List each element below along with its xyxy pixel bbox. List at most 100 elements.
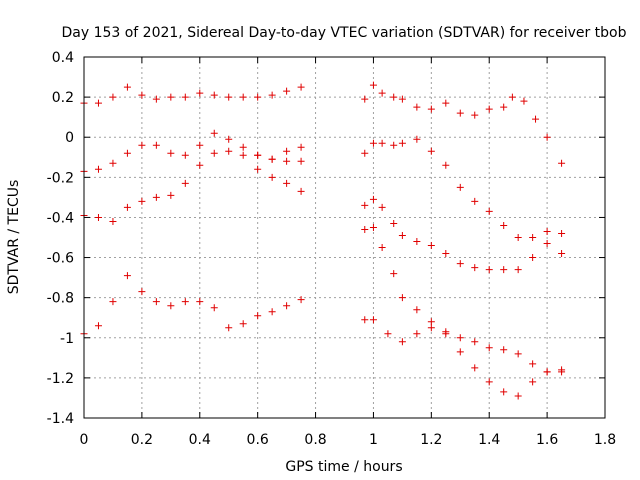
data-point (196, 298, 204, 306)
data-point (485, 378, 493, 386)
data-point (196, 141, 204, 149)
data-point (210, 149, 218, 157)
series-track-5 (254, 165, 566, 376)
data-point (413, 330, 421, 338)
data-point (427, 147, 435, 155)
data-point (500, 388, 508, 396)
data-point (471, 338, 479, 346)
data-point (94, 99, 102, 107)
data-point (123, 272, 131, 280)
data-point (225, 147, 233, 155)
data-point (500, 346, 508, 354)
data-point (500, 221, 508, 229)
data-points (80, 81, 566, 400)
chart-title: Day 153 of 2021, Sidereal Day-to-day VTE… (61, 25, 626, 41)
data-point (283, 179, 291, 187)
data-point (361, 316, 369, 324)
data-point (369, 139, 377, 147)
data-point (413, 306, 421, 314)
y-tick-label: -1 (60, 331, 74, 347)
x-tick-label: 1.8 (594, 432, 616, 448)
data-point (369, 195, 377, 203)
data-point (283, 302, 291, 310)
data-point (456, 260, 464, 268)
data-point (413, 238, 421, 246)
data-point (390, 141, 398, 149)
data-point (543, 227, 551, 235)
data-point (456, 109, 464, 117)
data-point (123, 83, 131, 91)
data-point (471, 111, 479, 119)
data-point (456, 334, 464, 342)
data-point (558, 229, 566, 237)
data-point (413, 135, 421, 143)
data-point (123, 149, 131, 157)
data-point (514, 266, 522, 274)
data-point (297, 143, 305, 151)
data-point (196, 161, 204, 169)
data-point (442, 99, 450, 107)
data-point (138, 91, 146, 99)
data-point (254, 151, 262, 159)
data-point (471, 197, 479, 205)
data-point (390, 270, 398, 278)
data-point (239, 93, 247, 101)
data-point (297, 187, 305, 195)
x-tick-label: 0.8 (304, 432, 326, 448)
y-axis-label: SDTVAR / TECUs (6, 180, 22, 295)
data-point (558, 250, 566, 258)
data-point (109, 298, 117, 306)
data-point (529, 234, 537, 241)
data-point (225, 324, 233, 332)
x-tick-label: 1.2 (420, 432, 442, 448)
x-tick-label: 0 (80, 432, 89, 448)
x-tick-label: 1.6 (536, 432, 558, 448)
data-point (398, 95, 406, 103)
y-tick-label: -1.4 (47, 411, 74, 427)
data-point (427, 324, 435, 332)
y-tick-label: -0.2 (47, 170, 74, 186)
y-tick-label: -0.8 (47, 291, 74, 307)
data-point (152, 141, 160, 149)
series-track-4 (80, 223, 566, 400)
data-point (471, 264, 479, 272)
data-point (500, 103, 508, 111)
data-point (532, 115, 540, 123)
data-point (254, 93, 262, 101)
data-point (413, 103, 421, 111)
data-point (283, 87, 291, 95)
series-track-3 (80, 143, 566, 274)
data-point (268, 173, 276, 181)
y-tick-label: 0 (65, 130, 74, 146)
data-point (283, 157, 291, 165)
data-point (167, 149, 175, 157)
data-point (268, 308, 276, 316)
data-point (297, 296, 305, 304)
data-point (94, 213, 102, 221)
data-point (123, 203, 131, 211)
data-point (558, 368, 566, 376)
data-point (268, 91, 276, 99)
data-point (378, 89, 386, 97)
data-point (471, 364, 479, 372)
data-point (138, 141, 146, 149)
data-point (390, 219, 398, 227)
data-point (508, 93, 516, 101)
data-point (543, 133, 551, 141)
data-point (543, 368, 551, 376)
x-tick-label: 0.2 (131, 432, 153, 448)
data-point (378, 139, 386, 147)
data-point (297, 83, 305, 91)
data-point (543, 240, 551, 248)
data-point (210, 129, 218, 137)
data-point (167, 191, 175, 199)
data-point (94, 322, 102, 330)
data-point (268, 155, 276, 163)
data-point (297, 157, 305, 165)
data-point (167, 93, 175, 101)
data-point (456, 348, 464, 356)
data-point (283, 147, 291, 155)
data-point (398, 338, 406, 346)
x-tick-label: 1 (369, 432, 378, 448)
